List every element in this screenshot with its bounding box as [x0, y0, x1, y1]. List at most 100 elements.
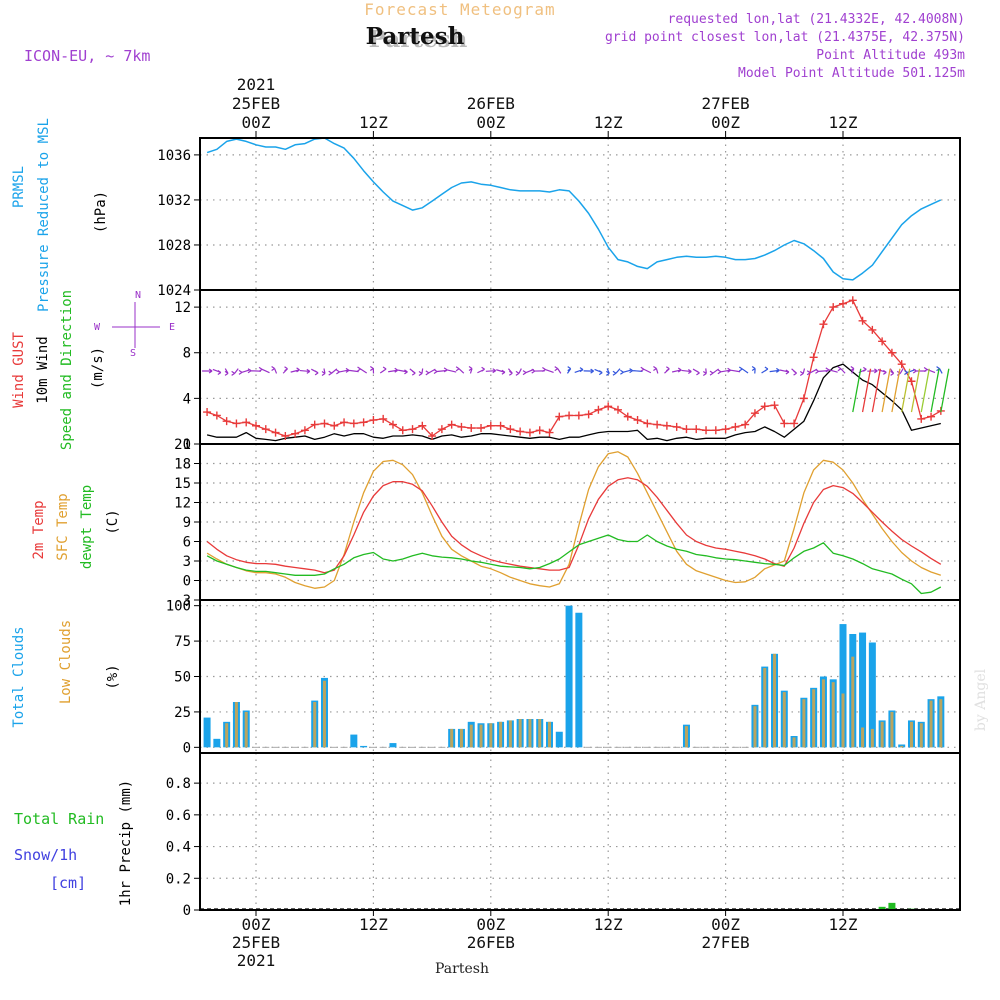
y-tick-label: 0 — [183, 574, 191, 590]
total-cloud-bar — [575, 612, 583, 748]
wind-dir-arrow — [224, 368, 229, 376]
pressure-labels: PRMSL Pressure Reduced to MSL (hPa) — [11, 118, 109, 312]
y-tick-label: 1028 — [157, 238, 191, 254]
wind-dir-arrow — [388, 367, 399, 373]
wind-dir-arrow — [299, 368, 311, 374]
wind-dir-arrow — [418, 368, 424, 376]
low-cloud-bar — [508, 720, 512, 748]
wind-dir-arrow — [779, 369, 790, 375]
y-tick-label: 1036 — [157, 148, 191, 164]
y-tick-label: 9 — [183, 515, 191, 531]
gust-marker — [291, 429, 300, 438]
wind-dir-arrow — [345, 367, 359, 373]
bottom-time-label: 26FEB — [467, 933, 515, 952]
wind-dir-arrow — [709, 368, 719, 376]
wind-dir-arrow — [867, 368, 878, 374]
bottom-time-label: 00Z — [711, 915, 740, 934]
wind-dir-arrow — [290, 367, 300, 373]
gust-marker — [340, 418, 349, 427]
wind-dir-arrow — [620, 369, 633, 375]
total-cloud-bar — [555, 731, 563, 748]
y-tick-label: 0.2 — [166, 871, 191, 887]
clouds-panel: 0 25 50 75 100 — [166, 599, 961, 756]
strong-wind-arrow — [861, 368, 872, 413]
wind-dir-arrow — [629, 368, 643, 374]
gust-marker — [731, 422, 740, 431]
low-cloud-bar — [929, 700, 933, 748]
y-tick-label: 4 — [183, 391, 191, 407]
gust-marker — [398, 426, 407, 435]
watermark: by Angel — [973, 668, 989, 731]
low-cloud-bar — [890, 711, 894, 748]
wind-dir-arrow — [605, 368, 610, 376]
gust-marker — [878, 337, 887, 346]
wind-dir-arrow — [727, 367, 741, 373]
wind-dir-arrow — [692, 368, 700, 376]
gust-marker — [770, 401, 779, 410]
rain-bar — [888, 902, 896, 910]
y-tick-label: 0.4 — [166, 840, 191, 856]
low-cloud-bar — [880, 721, 884, 748]
precip-labels: Total Rain Snow/1h [cm] 1hr Precip (mm) — [14, 780, 134, 906]
top-time-label: 00Z — [711, 113, 740, 132]
low-cloud-bar — [841, 693, 845, 748]
wind-label-gust: Wind GUST — [11, 332, 27, 408]
precip-label-axis: 1hr Precip (mm) — [118, 780, 134, 906]
gust-marker — [839, 299, 847, 308]
y-tick-label: 100 — [166, 599, 191, 615]
low-cloud-bar — [802, 699, 806, 748]
wind-dir-arrow — [594, 368, 603, 376]
temp-label-unit: (C) — [105, 509, 121, 534]
precip-label-snow-unit: [cm] — [50, 874, 86, 892]
wind-dir-arrow — [369, 365, 375, 374]
wind-dir-arrow — [321, 368, 326, 376]
gust-marker — [858, 316, 867, 325]
low-cloud-bar — [538, 719, 542, 748]
bottom-time-label: 12Z — [829, 915, 858, 934]
low-cloud-bar — [518, 719, 522, 748]
wind-dir-arrow — [612, 368, 621, 376]
gust-marker — [486, 421, 495, 430]
gust-marker — [643, 419, 652, 428]
low-cloud-bar — [479, 724, 483, 748]
y-tick-label: 0 — [183, 437, 191, 453]
total-cloud-bar — [868, 642, 876, 748]
y-tick-label: 3 — [183, 554, 191, 570]
wind-dir-arrow — [409, 368, 416, 376]
wind-dir-arrow — [653, 366, 659, 374]
gust-marker — [819, 320, 828, 329]
total-cloud-bar — [203, 717, 211, 748]
y-tick-label: 6 — [183, 535, 191, 551]
low-cloud-bar — [225, 723, 229, 748]
strong-wind-arrow — [920, 368, 930, 413]
wind-dir-arrow — [397, 369, 408, 375]
bottom-time-label: 25FEB — [232, 933, 280, 952]
y-tick-label: 15 — [174, 476, 191, 492]
low-cloud-bar — [753, 706, 757, 748]
wind-dir-arrow — [202, 368, 213, 374]
gust-marker — [711, 426, 720, 435]
gust-marker — [682, 425, 691, 434]
gust-marker — [437, 425, 446, 434]
low-cloud-bar — [459, 728, 463, 748]
precip-panel: 0 0.2 0.4 0.6 0.8 — [166, 752, 961, 919]
sfc-temp-line — [206, 451, 942, 589]
gust-marker — [927, 412, 936, 421]
gust-marker — [203, 408, 212, 417]
low-cloud-bar — [782, 692, 786, 748]
gust-marker — [369, 416, 378, 425]
gust-line — [206, 299, 942, 437]
total-cloud-bar — [389, 743, 397, 748]
plot-area — [206, 451, 942, 595]
y-tick-label: 0.6 — [166, 808, 191, 824]
wind-dir-arrow — [485, 368, 497, 374]
gust-marker — [330, 421, 339, 430]
dewpt-line — [206, 534, 942, 595]
gust-marker — [212, 411, 221, 420]
gust-marker — [310, 420, 319, 429]
low-cloud-bar — [499, 721, 503, 748]
gust-marker — [741, 420, 750, 429]
low-cloud-bar — [450, 728, 454, 748]
point-altitude: Point Altitude 493m — [816, 48, 965, 63]
